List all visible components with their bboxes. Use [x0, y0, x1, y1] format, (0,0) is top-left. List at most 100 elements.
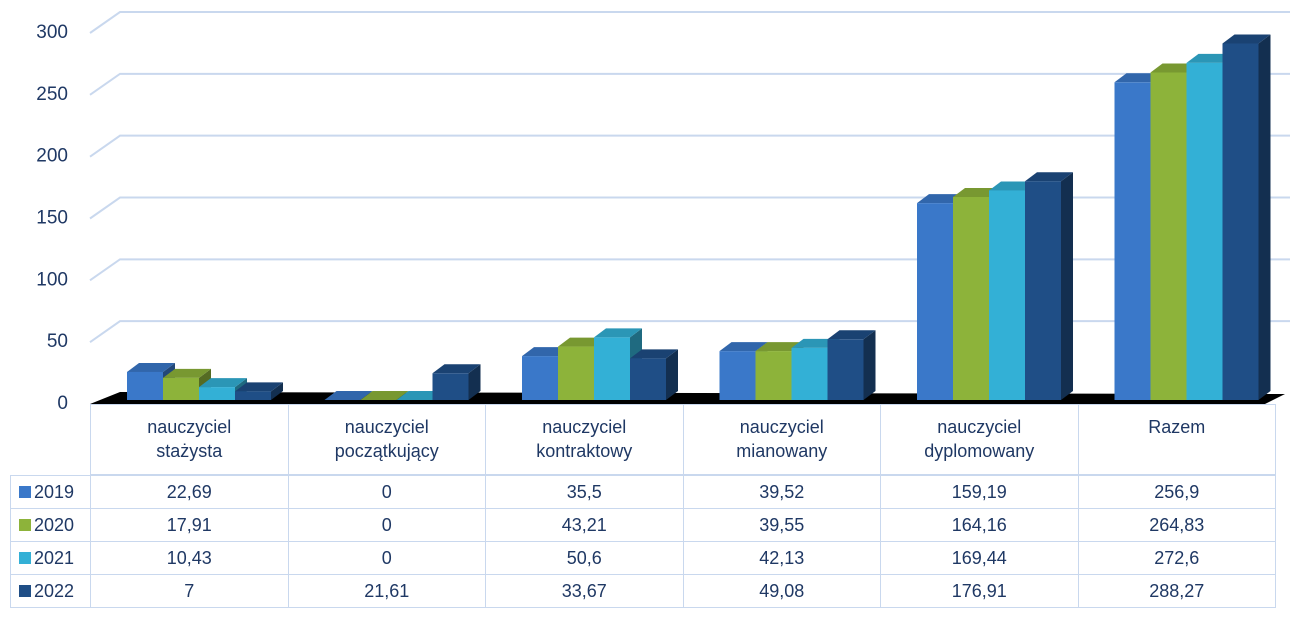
bar: [755, 351, 792, 400]
legend-entry: 2020: [10, 508, 91, 542]
bar: [630, 358, 666, 400]
bar: [719, 351, 756, 400]
table-value: 39,52: [682, 475, 881, 509]
bar: [1114, 82, 1151, 401]
table-value: 7: [90, 574, 289, 608]
table-value: 17,91: [90, 508, 289, 542]
table-value: 272,6: [1077, 541, 1276, 575]
bar: [791, 347, 828, 400]
bar-side: [468, 364, 481, 400]
grid-line: [89, 258, 1290, 282]
bar: [917, 203, 953, 400]
category-label: nauczyciel kontraktowy: [485, 404, 684, 475]
table-value: 288,27: [1077, 574, 1276, 608]
y-tick-label: 100: [36, 269, 68, 290]
bar: [558, 346, 594, 400]
table-value: 50,6: [485, 541, 684, 575]
table-value: 42,13: [682, 541, 881, 575]
table-value: 49,08: [682, 574, 881, 608]
bar-top: [235, 382, 283, 392]
grid-line: [89, 196, 1290, 220]
bar: [989, 190, 1025, 400]
table-value: 159,19: [880, 475, 1079, 509]
y-tick-label: 200: [36, 146, 68, 167]
bar-side: [1061, 172, 1073, 400]
legend-text: 2020: [34, 514, 75, 535]
category-text: nauczyciel początkujący: [334, 417, 439, 461]
bar-top: [199, 378, 247, 388]
table-value: 0: [287, 541, 486, 575]
bar-top: [1025, 172, 1073, 182]
bar: [1186, 62, 1223, 400]
legend-text: 2022: [34, 580, 75, 601]
bar-top: [360, 391, 409, 400]
y-tick-label: 250: [36, 84, 68, 105]
table-value: 0: [287, 508, 486, 542]
bar-top: [630, 349, 678, 359]
bar: [594, 337, 630, 400]
table-value: 264,83: [1077, 508, 1276, 542]
legend-entry: 2022: [10, 574, 91, 608]
legend-entry: 2019: [10, 475, 91, 509]
category-text: nauczyciel mianowany: [736, 417, 828, 461]
table-value: 39,55: [682, 508, 881, 542]
bar-side: [666, 349, 678, 400]
bar-top: [719, 342, 768, 352]
y-tick-label: 300: [36, 22, 68, 43]
bar-top: [1222, 34, 1271, 44]
bar-side: [863, 330, 876, 400]
bar: [1222, 43, 1259, 400]
category-text: nauczyciel dyplomowany: [924, 417, 1035, 461]
bar-top: [594, 328, 642, 338]
y-tick-label: 50: [47, 331, 68, 352]
table-value: 10,43: [90, 541, 289, 575]
table-value: 35,5: [485, 475, 684, 509]
bar: [163, 377, 199, 400]
category-label: nauczyciel początkujący: [287, 404, 486, 475]
category-text: nauczyciel stażysta: [147, 417, 232, 461]
legend-text: 2019: [34, 481, 75, 502]
bar: [199, 387, 235, 400]
legend-key: [19, 519, 31, 531]
category-label: nauczyciel stażysta: [90, 404, 289, 475]
category-text: Razem: [1148, 417, 1206, 437]
bar: [827, 339, 864, 400]
bar: [522, 356, 558, 400]
y-tick-label: 150: [36, 208, 68, 229]
bar: [432, 373, 469, 400]
bar: [1025, 181, 1061, 400]
category-label: nauczyciel dyplomowany: [880, 404, 1079, 475]
table-value: 0: [287, 475, 486, 509]
legend-entry: 2021: [10, 541, 91, 575]
bar: [127, 371, 163, 400]
table-value: 164,16: [880, 508, 1079, 542]
bar-top: [827, 330, 876, 340]
bar-top: [163, 368, 211, 378]
y-tick-label: 0: [57, 393, 68, 414]
legend-key: [19, 552, 31, 564]
grid-line: [89, 11, 1290, 34]
grid-line: [89, 72, 1290, 96]
grid-line: [89, 320, 1290, 343]
table-value: 21,61: [287, 574, 486, 608]
bar-top: [432, 364, 481, 374]
legend-text: 2021: [34, 547, 75, 568]
table-value: 43,21: [485, 508, 684, 542]
table-value: 176,91: [880, 574, 1079, 608]
legend-key: [19, 486, 31, 498]
bar-side: [271, 382, 283, 400]
table-value: 169,44: [880, 541, 1079, 575]
bar: [1150, 72, 1187, 401]
table-value: 33,67: [485, 574, 684, 608]
table-value: 256,9: [1077, 475, 1276, 509]
category-label: nauczyciel mianowany: [682, 404, 881, 475]
bar-top: [127, 362, 175, 372]
legend-key: [19, 585, 31, 597]
bar-top: [324, 391, 373, 400]
bar: [953, 196, 989, 400]
bar: [235, 391, 271, 400]
category-label: Razem: [1077, 404, 1276, 475]
bar-side: [1258, 34, 1271, 400]
